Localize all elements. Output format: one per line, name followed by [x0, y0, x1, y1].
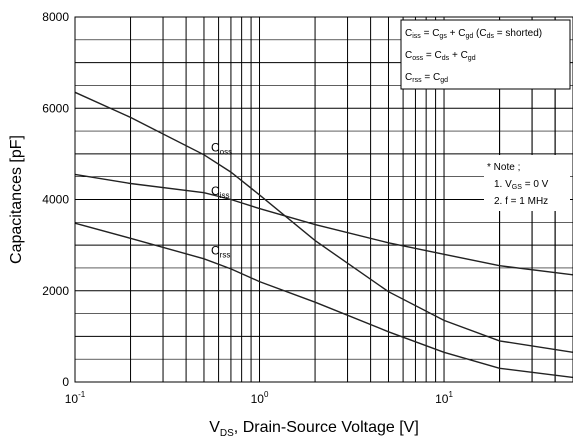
- x-tick-label: 10-1: [65, 390, 86, 406]
- note-line: 1. VGS = 0 V: [494, 179, 549, 191]
- curve-label-ciss: Ciss: [211, 184, 229, 200]
- y-tick-labels: 0 2000 4000 6000 8000: [42, 10, 69, 389]
- legend-line: Crss = Cgd: [405, 72, 448, 84]
- legend-line: Ciss = Cgs + Cgd (Cds = shorted): [405, 28, 542, 40]
- curve-label-coss: Coss: [211, 141, 232, 157]
- series-lines: [74, 91, 573, 379]
- legend-line: Coss = Cds + Cgd: [405, 50, 476, 62]
- y-axis-label: Capacitances [pF]: [8, 135, 25, 264]
- note-title: * Note ;: [487, 162, 520, 173]
- x-tick-label: 101: [435, 390, 453, 406]
- curve-labels: Coss Ciss Crss: [211, 141, 232, 260]
- y-tick-label: 0: [62, 375, 69, 389]
- note-background: [484, 155, 570, 211]
- series-line-crss: [74, 222, 573, 379]
- y-tick-label: 8000: [42, 10, 69, 24]
- legend-box: Ciss = Cgs + Cgd (Cds = shorted) Coss = C…: [400, 19, 571, 90]
- plot-frame: [74, 16, 573, 383]
- legend-frame: [400, 19, 571, 90]
- x-axis-label: VDS, Drain-Source Voltage [V]: [209, 419, 419, 439]
- y-tick-label: 6000: [42, 101, 69, 115]
- x-tick-label: 100: [251, 390, 269, 406]
- series-line-ciss: [74, 173, 573, 276]
- x-tick-labels: 10-1 100 101: [65, 390, 454, 406]
- curve-label-crss: Crss: [211, 243, 230, 259]
- y-tick-label: 2000: [42, 284, 69, 298]
- note-line: 2. f = 1 MHz: [494, 196, 548, 207]
- note-box: * Note ; 1. VGS = 0 V 2. f = 1 MHz: [484, 155, 570, 211]
- series-line-coss: [74, 91, 573, 353]
- y-tick-label: 4000: [42, 193, 69, 207]
